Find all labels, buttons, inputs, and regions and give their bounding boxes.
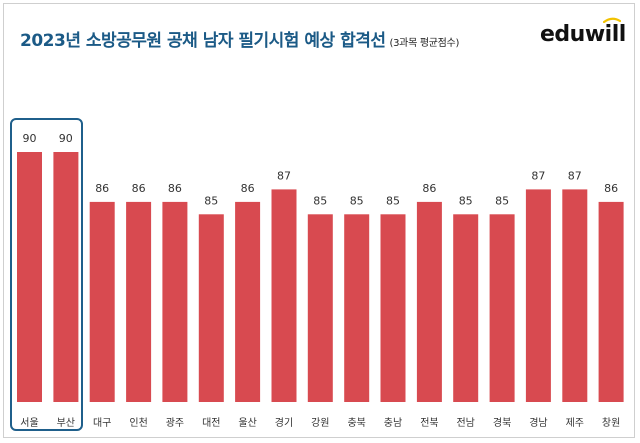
data-label: 85: [495, 194, 509, 207]
data-label: 90: [23, 132, 37, 145]
category-label: 인천: [129, 417, 147, 429]
data-label: 85: [350, 194, 364, 207]
category-label: 부산: [57, 417, 75, 429]
eduwill-logo: eduwill: [540, 22, 626, 47]
bar-전남: [453, 214, 479, 402]
category-label: 대전: [202, 417, 220, 429]
category-label: 전북: [420, 417, 438, 429]
data-label: 86: [95, 182, 109, 195]
highlight-box: [10, 118, 83, 431]
chart-frame: [3, 3, 635, 438]
data-label: 90: [59, 132, 73, 145]
category-label: 창원: [602, 417, 620, 429]
bar-광주: [162, 201, 188, 402]
category-label: 강원: [311, 417, 329, 429]
data-label: 86: [422, 182, 436, 195]
chart-title: 2023년 소방공무원 공채 남자 필기시험 예상 합격선 (3과목 평균점수): [20, 26, 459, 51]
bar-대전: [198, 214, 224, 402]
category-label: 대구: [93, 417, 111, 429]
category-label: 충북: [347, 417, 365, 429]
data-label: 85: [313, 194, 327, 207]
category-label: 경기: [275, 416, 293, 429]
data-label: 87: [531, 169, 545, 182]
category-label: 울산: [238, 417, 256, 429]
category-label: 충남: [384, 417, 402, 429]
bar-강원: [307, 214, 333, 402]
data-label: 86: [241, 182, 255, 195]
data-label: 85: [204, 194, 218, 207]
category-label: 경북: [493, 416, 511, 429]
data-label: 86: [168, 182, 182, 195]
category-label: 광주: [166, 417, 184, 429]
bar-전북: [416, 201, 442, 402]
data-label: 87: [277, 169, 291, 182]
bar-대구: [89, 201, 115, 402]
chart-title-text: 2023년 소방공무원 공채 남자 필기시험 예상 합격선: [20, 31, 386, 51]
data-label: 85: [459, 194, 473, 207]
bar-충북: [344, 214, 370, 402]
bar-창원: [598, 201, 624, 402]
category-label: 제주: [566, 417, 584, 429]
category-label: 서울: [20, 417, 38, 429]
data-label: 87: [568, 169, 582, 182]
bar-인천: [126, 201, 152, 402]
bar-경북: [489, 214, 515, 402]
data-label: 86: [604, 182, 618, 195]
bar-부산: [53, 152, 79, 402]
chart-subtitle: (3과목 평균점수): [389, 38, 460, 49]
category-label: 전남: [456, 417, 474, 429]
data-label: 85: [386, 194, 400, 207]
bar-충남: [380, 214, 406, 402]
logo-accent-icon: [603, 17, 621, 23]
bar-울산: [235, 201, 261, 402]
bar-경기: [271, 189, 297, 402]
bar-제주: [562, 189, 588, 402]
bar-서울: [17, 152, 42, 402]
category-label: 경남: [529, 416, 547, 429]
bar-경남: [525, 189, 551, 402]
data-label: 86: [132, 182, 146, 195]
